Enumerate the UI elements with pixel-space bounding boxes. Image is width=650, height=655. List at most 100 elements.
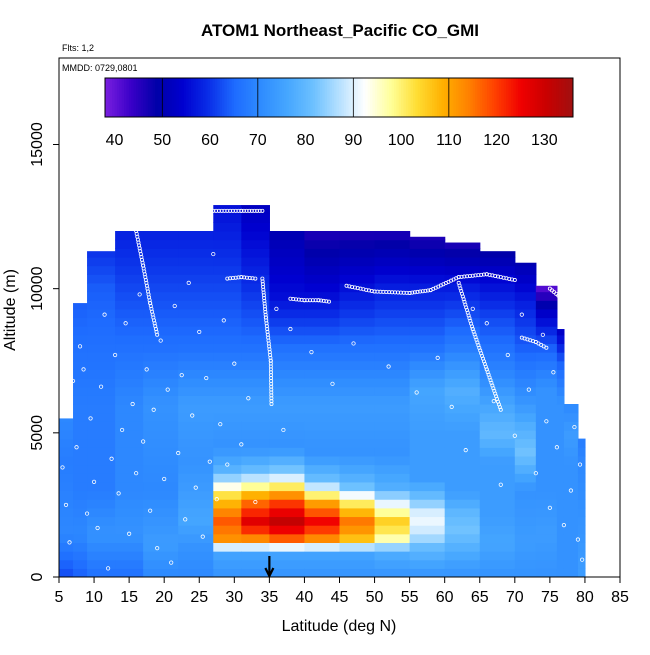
- heatmap-cell: [87, 421, 116, 431]
- heatmap-cell: [304, 507, 341, 518]
- heatmap-cell: [73, 303, 88, 310]
- colorbar-swatch: [116, 78, 120, 117]
- sample-point: [470, 306, 475, 311]
- heatmap-cell: [143, 334, 179, 345]
- heatmap-cell: [304, 265, 341, 275]
- heatmap-cell: [304, 239, 341, 249]
- heatmap-cell: [479, 369, 516, 379]
- heatmap-cell: [514, 559, 537, 569]
- colorbar-swatch: [310, 78, 314, 117]
- heatmap-cell: [374, 300, 411, 310]
- heatmap-cell: [444, 559, 481, 569]
- colorbar-swatch: [253, 78, 256, 117]
- colorbar-swatch: [145, 78, 149, 117]
- sample-point: [144, 367, 149, 372]
- heatmap-cell: [213, 360, 242, 370]
- heatmap-cell: [269, 481, 306, 492]
- heatmap-cell: [535, 507, 558, 518]
- sample-point: [137, 292, 142, 297]
- heatmap-cell: [73, 455, 88, 466]
- heatmap-cell: [304, 369, 341, 379]
- heatmap-cell: [178, 516, 214, 526]
- heatmap-cell: [563, 429, 579, 440]
- heatmap-cell: [535, 421, 558, 431]
- latitude-marker-arrow: [264, 556, 275, 579]
- heatmap-cell: [178, 404, 214, 414]
- colorbar-swatch: [229, 78, 233, 117]
- colorbar-swatch: [162, 78, 166, 117]
- heatmap-cell: [374, 542, 411, 552]
- heatmap-cell: [444, 248, 481, 258]
- track-point: [407, 290, 412, 295]
- colorbar-swatch: [494, 78, 498, 117]
- heatmap-cell: [59, 473, 74, 483]
- heatmap-cell: [304, 291, 341, 301]
- colorbar-swatch: [329, 78, 333, 117]
- colorbar-swatch: [305, 78, 309, 117]
- heatmap-cell: [374, 533, 411, 543]
- heatmap-cell: [514, 525, 537, 535]
- colorbar-swatch: [205, 78, 209, 117]
- heatmap-cell: [241, 481, 270, 492]
- heatmap-cell: [535, 352, 558, 362]
- heatmap-cell: [556, 421, 565, 431]
- heatmap-cell: [213, 256, 242, 267]
- flight-track-track-h: [134, 228, 160, 337]
- colorbar-swatch: [128, 78, 132, 117]
- heatmap-cell: [213, 481, 242, 492]
- track-point: [257, 208, 262, 213]
- colorbar-swatch: [260, 78, 264, 117]
- heatmap-cell: [241, 274, 270, 284]
- heatmap-cell: [304, 334, 341, 345]
- heatmap-cell: [213, 282, 242, 293]
- heatmap-cell: [304, 360, 341, 370]
- heatmap-cell: [115, 326, 144, 336]
- heatmap-cell: [409, 248, 446, 258]
- heatmap-cell: [178, 568, 214, 577]
- colorbar-swatch: [422, 78, 426, 117]
- heatmap-cell: [178, 533, 214, 543]
- heatmap-cell: [241, 256, 270, 267]
- heatmap-cell: [535, 464, 558, 474]
- heatmap-cell: [339, 551, 376, 561]
- colorbar-swatch: [477, 78, 481, 117]
- heatmap-cell: [241, 239, 270, 249]
- heatmap-cell: [241, 300, 270, 310]
- heatmap-cell: [73, 490, 88, 500]
- colorbar-swatch: [126, 78, 130, 117]
- colorbar-swatch: [472, 78, 476, 117]
- heatmap-cell: [339, 265, 376, 275]
- heatmap-cell: [213, 265, 242, 275]
- colorbar-swatch: [546, 78, 550, 117]
- track-point: [412, 290, 417, 295]
- x-tick-label: 40: [296, 589, 314, 606]
- heatmap-cell: [213, 516, 242, 526]
- heatmap-cell: [304, 326, 341, 336]
- track-point: [262, 296, 267, 301]
- heatmap-cell: [535, 386, 558, 396]
- heatmap-cell: [479, 499, 516, 509]
- track-point: [247, 208, 252, 213]
- colorbar-swatch: [269, 78, 273, 117]
- heatmap-cell: [535, 308, 558, 319]
- heatmap-cell: [514, 300, 537, 310]
- colorbar-swatch: [327, 78, 330, 117]
- heatmap-cell: [241, 490, 270, 500]
- sample-point: [239, 442, 244, 447]
- colorbar-swatch: [537, 78, 541, 117]
- heatmap-cell: [339, 248, 376, 258]
- heatmap-cell: [409, 317, 446, 327]
- heatmap-cell: [563, 516, 579, 526]
- heatmap-cell: [178, 464, 214, 474]
- heatmap-cell: [213, 205, 242, 215]
- heatmap-cell: [213, 438, 242, 448]
- heatmap-cell: [374, 317, 411, 327]
- heatmap-cell: [409, 265, 446, 275]
- heatmap-cell: [556, 404, 565, 414]
- colorbar-swatch: [541, 78, 545, 117]
- colorbar-swatch: [300, 78, 304, 117]
- heatmap-cell: [409, 421, 446, 431]
- heatmap-cell: [59, 421, 74, 431]
- heatmap-cell: [514, 542, 537, 552]
- heatmap-cell: [514, 291, 537, 301]
